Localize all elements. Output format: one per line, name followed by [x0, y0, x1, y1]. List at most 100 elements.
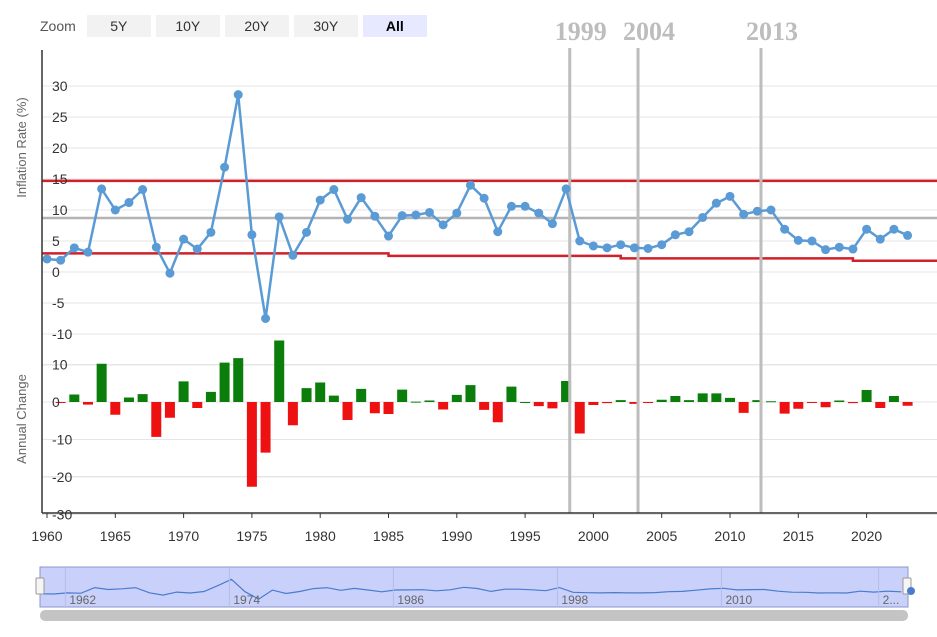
inflation-point — [903, 230, 913, 240]
event-markers: 1999 2004 2013 — [555, 17, 798, 513]
inflation-point — [69, 243, 79, 253]
inflation-point — [165, 268, 175, 278]
inflation-point — [766, 205, 776, 215]
change-bar — [287, 402, 298, 426]
change-bar — [369, 402, 380, 414]
inflation-point — [56, 255, 66, 265]
change-bar — [451, 394, 462, 402]
navigator-left-handle[interactable] — [35, 577, 45, 595]
change-bar — [752, 400, 763, 402]
change-bar — [725, 397, 735, 402]
change-bar — [205, 391, 216, 402]
change-bar — [82, 402, 93, 405]
change-bar — [137, 394, 148, 402]
zoom-20y-button[interactable]: 20Y — [224, 15, 289, 37]
inflation-line — [46, 93, 909, 320]
change-bar — [820, 402, 831, 408]
marker-label-1999: 1999 — [555, 17, 607, 46]
inflation-point — [848, 244, 858, 254]
x-tick-label: 2005 — [646, 528, 677, 544]
inflation-point — [520, 201, 530, 211]
zoom-bar: Zoom 5Y 10Y 20Y 30Y All — [40, 14, 427, 38]
inflation-point — [602, 243, 612, 253]
zoom-10y-button[interactable]: 10Y — [155, 15, 220, 37]
change-bar — [192, 402, 203, 408]
change-bar — [506, 386, 517, 402]
inflation-point — [42, 254, 52, 264]
inflation-point — [438, 220, 448, 230]
threshold-lines — [42, 179, 937, 263]
y-tick-label-inflation: 10 — [52, 202, 68, 218]
change-bar — [438, 402, 449, 410]
inflation-point — [138, 185, 148, 195]
change-bar — [533, 402, 544, 407]
navigator-scrollbar[interactable] — [40, 610, 908, 621]
marker-label-2004: 2004 — [623, 17, 675, 46]
x-tick-label: 2000 — [578, 528, 609, 544]
x-tick-label: 1995 — [510, 528, 541, 544]
inflation-point — [233, 90, 243, 100]
zoom-30y-button[interactable]: 30Y — [293, 15, 358, 37]
inflation-point — [315, 195, 325, 205]
x-tick-label: 2015 — [783, 528, 814, 544]
zoom-all-button[interactable]: All — [362, 15, 427, 37]
inflation-point — [821, 245, 831, 255]
change-bar — [561, 381, 572, 402]
change-bar — [164, 402, 175, 418]
change-bar — [246, 402, 257, 487]
change-bar — [684, 400, 695, 402]
change-bar — [424, 400, 435, 402]
change-bar — [410, 401, 421, 403]
change-bar — [301, 388, 312, 402]
change-bar — [397, 389, 408, 402]
navigator-tick-label: 1962 — [69, 593, 96, 607]
change-bar — [55, 402, 66, 403]
y-tick-label-change: 10 — [52, 357, 68, 373]
inflation-point — [670, 230, 680, 240]
change-bar — [834, 400, 845, 402]
inflation-point — [561, 184, 571, 194]
change-bar — [383, 402, 394, 414]
inflation-point — [588, 241, 598, 251]
annual-change-bars — [55, 340, 913, 487]
inflation-point — [247, 230, 257, 240]
navigator-tick-label: 2... — [883, 593, 900, 607]
inflation-point — [629, 243, 639, 253]
y-tick-label-inflation: -5 — [52, 295, 65, 311]
navigator-window — [39, 566, 909, 608]
inflation-point — [302, 227, 312, 237]
inflation-point — [547, 219, 557, 229]
zoom-5y-button[interactable]: 5Y — [86, 15, 151, 37]
inflation-point — [124, 198, 134, 208]
grid-lines — [42, 85, 937, 515]
inflation-point — [83, 247, 93, 257]
change-bar — [793, 402, 804, 409]
inflation-point — [711, 198, 721, 208]
change-bar — [219, 362, 230, 402]
navigator-tick-label: 1974 — [233, 593, 260, 607]
inflation-point — [110, 205, 120, 215]
inflation-point — [274, 212, 284, 222]
y-tick-label-change: 0 — [52, 394, 60, 410]
inflation-point — [261, 314, 271, 323]
navigator-tick-label: 2010 — [725, 593, 752, 607]
inflation-point — [752, 206, 762, 216]
change-bar — [779, 402, 790, 414]
change-bar — [615, 400, 626, 402]
change-bar — [861, 390, 872, 402]
change-bar — [670, 396, 681, 402]
change-bar — [629, 402, 640, 404]
inflation-point — [424, 207, 434, 217]
x-tick-label: 1970 — [168, 528, 199, 544]
lower-threshold-line — [42, 252, 937, 263]
y-tick-label-inflation: 30 — [52, 78, 68, 94]
change-bar — [492, 402, 503, 423]
zoom-label: Zoom — [40, 18, 76, 34]
change-bar — [110, 402, 121, 415]
change-bar — [888, 396, 899, 402]
x-tick-label: 1965 — [100, 528, 131, 544]
x-tick-label: 1990 — [441, 528, 472, 544]
inflation-point — [356, 193, 366, 203]
